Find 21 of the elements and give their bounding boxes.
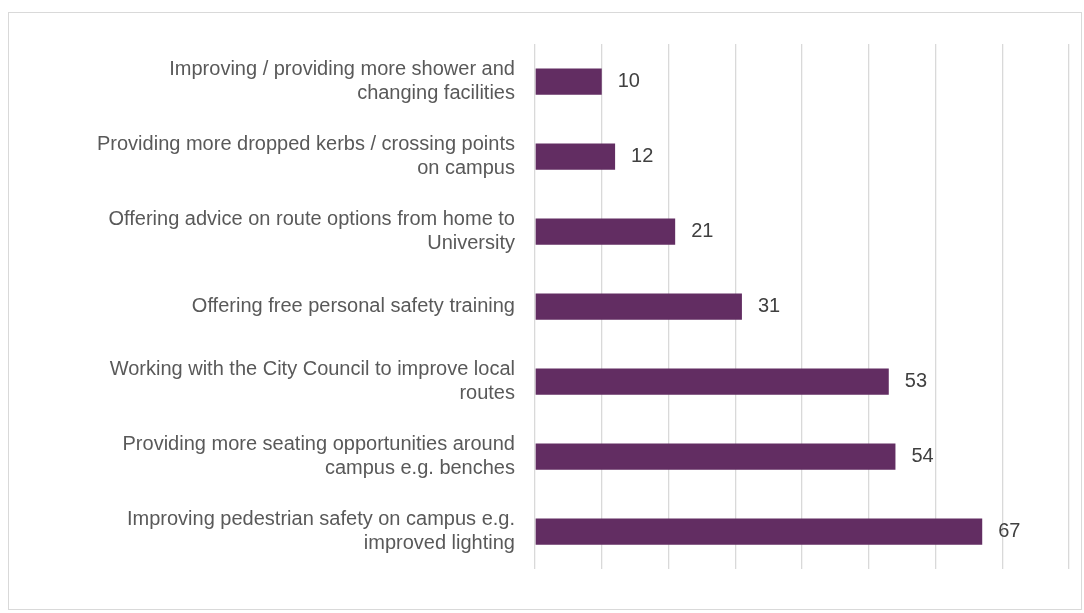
data-label: 67: [998, 519, 1021, 542]
data-label: 21: [691, 219, 714, 242]
data-label: 54: [911, 444, 934, 467]
y-tick-label: Improving pedestrian safety on campus e.g. improved lighting: [127, 507, 515, 554]
y-tick-label: Offering free personal safety training: [191, 294, 515, 317]
bar: [535, 218, 676, 245]
bar: [535, 368, 889, 395]
bar: [535, 143, 616, 170]
data-label: 12: [631, 144, 654, 167]
data-label: 53: [904, 369, 928, 392]
y-tick-label: Improving / providing more shower and changing facilities: [169, 57, 515, 104]
y-tick-label: Offering advice on route options from home to University: [108, 207, 515, 254]
data-label: 31: [757, 294, 781, 317]
y-tick-label: Providing more seating opportunities around campus e.g. benches: [122, 432, 515, 479]
bar: [535, 518, 983, 545]
y-tick-label: Providing more dropped kerbs / crossing points on campus: [97, 132, 515, 179]
y-tick-label: Working with the City Council to improve local routes: [109, 357, 515, 404]
bar: [535, 293, 742, 320]
data-label: 10: [617, 69, 640, 92]
bar: [535, 443, 896, 470]
bar: [535, 68, 602, 95]
